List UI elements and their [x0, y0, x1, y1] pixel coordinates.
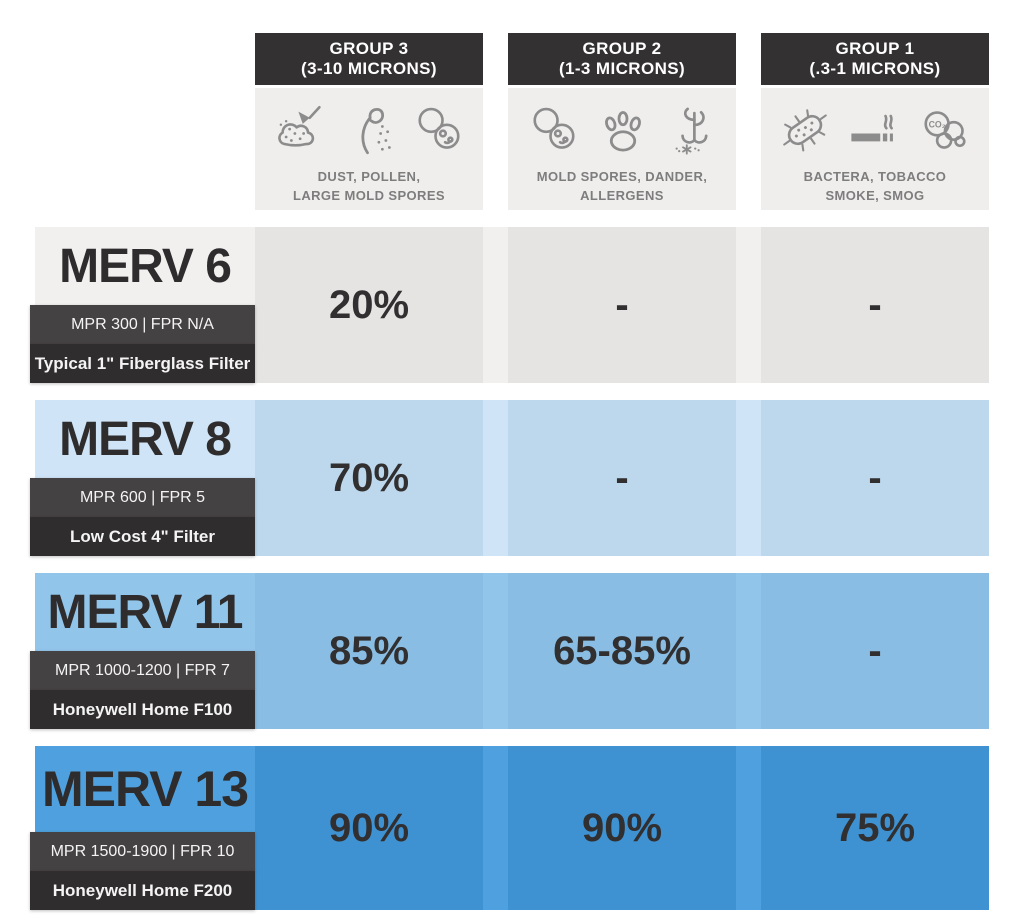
merv6-spec-bar: MPR 300 | FPR N/A — [30, 305, 255, 344]
merv6-product-bar: Typical 1" Fiberglass Filter — [30, 344, 255, 383]
merv11-product-bar: Honeywell Home F100 — [30, 690, 255, 729]
merv6-title: MERV 6 — [59, 239, 232, 293]
value-cell: - — [508, 400, 736, 556]
group-header-row: GROUP 3 (3-10 MICRONS) GROUP 2 (1-3 MICR… — [255, 33, 989, 85]
merv8-row: MERV 8 MPR 600 | FPR 5 Low Cost 4" Filte… — [30, 400, 989, 556]
value-cell: - — [761, 227, 989, 383]
dust-broom-icon — [278, 105, 321, 147]
cigarette-icon — [851, 114, 893, 142]
group3-micron-range: (3-10 MICRONS) — [301, 59, 437, 78]
value-cell: 85% — [255, 573, 483, 729]
group1-icons: CO₂ — [776, 101, 974, 159]
group1-title: GROUP 1 — [835, 39, 915, 58]
value-cell: - — [508, 227, 736, 383]
group1-header: GROUP 1 (.3-1 MICRONS) — [761, 33, 989, 85]
merv8-label: MERV 8 MPR 600 | FPR 5 Low Cost 4" Filte… — [30, 400, 255, 556]
merv6-row: MERV 6 MPR 300 | FPR N/A Typical 1" Fibe… — [30, 227, 989, 383]
merv13-product-bar: Honeywell Home F200 — [30, 871, 255, 910]
group3-title: GROUP 3 — [329, 39, 409, 58]
group2-micron-range: (1-3 MICRONS) — [558, 59, 686, 78]
merv13-label: MERV 13 MPR 1500-1900 | FPR 10 Honeywell… — [30, 746, 255, 910]
value-cell: - — [761, 573, 989, 729]
group3-icon-block: DUST, POLLEN, LARGE MOLD SPORES — [255, 88, 483, 210]
allergen-plant-icon — [675, 107, 708, 155]
group3-icons — [271, 101, 467, 159]
group2-caption: MOLD SPORES, DANDER, ALLERGENS — [536, 169, 708, 203]
value-cell: - — [761, 400, 989, 556]
group1-icon-block: CO₂ BACTERA, TOBACCO SMOKE, SMOG — [761, 88, 989, 210]
group1-caption: BACTERA, TOBACCO SMOKE, SMOG — [803, 169, 947, 203]
value-cell: 75% — [761, 746, 989, 910]
co2-label: CO₂ — [929, 119, 946, 129]
group2-icon-block: MOLD SPORES, DANDER, ALLERGENS — [508, 88, 736, 210]
group2-header: GROUP 2 (1-3 MICRONS) — [508, 33, 736, 85]
merv11-title: MERV 11 — [47, 585, 244, 639]
value-cell: 20% — [255, 227, 483, 383]
merv13-spec-bar: MPR 1500-1900 | FPR 10 — [30, 832, 255, 871]
value-cell: 70% — [255, 400, 483, 556]
value-cell: 90% — [255, 746, 483, 910]
smog-co2-icon: CO₂ — [924, 111, 966, 149]
group3-header: GROUP 3 (3-10 MICRONS) — [255, 33, 483, 85]
merv8-spec-bar: MPR 600 | FPR 5 — [30, 478, 255, 517]
merv11-label: MERV 11 MPR 1000-1200 | FPR 7 Honeywell … — [30, 573, 255, 729]
group3-caption: DUST, POLLEN, LARGE MOLD SPORES — [293, 169, 445, 203]
pollen-flower-icon — [361, 107, 391, 155]
group2-icons — [526, 101, 718, 159]
comparison-table: GROUP 3 (3-10 MICRONS) GROUP 2 (1-3 MICR… — [30, 33, 989, 910]
merv13-title: MERV 13 — [41, 761, 249, 817]
bacteria-icon — [783, 109, 827, 152]
group2-title: GROUP 2 — [582, 39, 662, 58]
merv6-label: MERV 6 MPR 300 | FPR N/A Typical 1" Fibe… — [30, 227, 255, 383]
particle-icons-row: DUST, POLLEN, LARGE MOLD SPORES — [255, 88, 989, 210]
merv13-row: MERV 13 MPR 1500-1900 | FPR 10 Honeywell… — [30, 746, 989, 910]
value-cell: 90% — [508, 746, 736, 910]
value-cell: 65-85% — [508, 573, 736, 729]
merv11-row: MERV 11 MPR 1000-1200 | FPR 7 Honeywell … — [30, 573, 989, 729]
merv8-title: MERV 8 — [59, 412, 232, 466]
mold-spores-icon — [418, 107, 460, 149]
group1-micron-range: (.3-1 MICRONS) — [809, 59, 941, 78]
merv8-product-bar: Low Cost 4" Filter — [30, 517, 255, 556]
mold-spores-icon — [533, 107, 575, 149]
merv11-spec-bar: MPR 1000-1200 | FPR 7 — [30, 651, 255, 690]
paw-print-icon — [605, 111, 641, 152]
